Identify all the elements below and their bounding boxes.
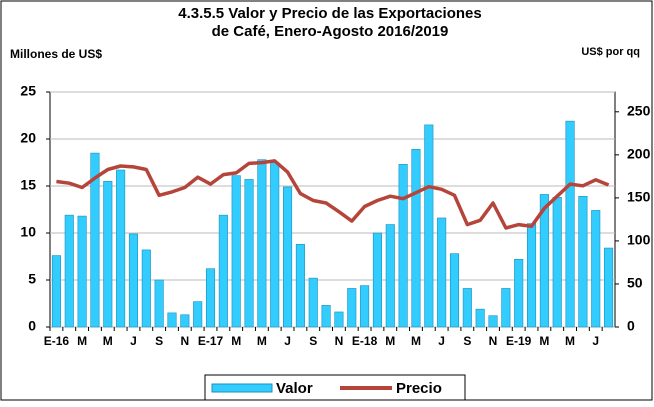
y2-tick-label: 250 xyxy=(627,103,651,119)
y2-tick-label: 200 xyxy=(627,146,651,162)
x-tick-label: M xyxy=(231,334,241,348)
y-tick-label: 5 xyxy=(28,271,36,287)
bar xyxy=(295,243,305,328)
bar xyxy=(398,164,408,328)
x-tick-label: M xyxy=(539,334,549,348)
bar xyxy=(514,259,524,328)
bar xyxy=(167,312,177,328)
bar xyxy=(308,277,318,328)
bar xyxy=(116,169,126,328)
bar xyxy=(360,285,370,328)
bar xyxy=(347,288,357,328)
bar xyxy=(283,186,293,328)
bar xyxy=(578,196,588,328)
bar xyxy=(231,175,241,328)
bar xyxy=(270,162,280,328)
x-tick-label: E-18 xyxy=(352,334,378,348)
bar xyxy=(103,181,113,328)
x-tick-label: J xyxy=(284,334,291,348)
x-tick-label: S xyxy=(309,334,317,348)
bar xyxy=(334,311,344,328)
y2-axis-label: US$ por qq xyxy=(581,46,640,58)
x-tick-label: N xyxy=(335,334,344,348)
legend-label: Precio xyxy=(396,380,442,397)
bar xyxy=(51,255,61,328)
x-tick-label: J xyxy=(438,334,445,348)
y-axis-label: Millones de US$ xyxy=(10,47,102,61)
bar xyxy=(77,215,87,328)
bar xyxy=(321,305,331,328)
x-tick-label: M xyxy=(77,334,87,348)
bar xyxy=(90,152,100,328)
price-line xyxy=(56,159,610,230)
x-tick-label: N xyxy=(489,334,498,348)
y2-tick-label: 0 xyxy=(627,318,635,334)
y-tick-label: 10 xyxy=(20,224,36,240)
x-tick-label: N xyxy=(180,334,189,348)
bar xyxy=(539,194,549,328)
bar xyxy=(604,247,614,328)
bar xyxy=(591,210,601,328)
bar xyxy=(565,120,575,328)
chart-subtitle: de Café, Enero-Agosto 2016/2019 xyxy=(212,23,449,40)
x-tick-label: S xyxy=(155,334,163,348)
bar xyxy=(154,279,164,328)
y2-tick-label: 50 xyxy=(627,275,643,291)
bar xyxy=(180,314,190,328)
bar xyxy=(385,224,395,328)
bar xyxy=(437,217,447,328)
bar xyxy=(64,214,74,328)
y-tick-label: 0 xyxy=(28,318,36,334)
y2-tick-label: 100 xyxy=(627,232,651,248)
x-tick-label: E-16 xyxy=(44,334,70,348)
bar xyxy=(424,124,434,328)
x-tick-label: S xyxy=(463,334,471,348)
y-tick-label: 20 xyxy=(20,130,36,146)
x-tick-label: E-17 xyxy=(198,334,224,348)
bar xyxy=(411,149,421,328)
bar xyxy=(372,232,382,328)
bar xyxy=(488,315,498,328)
x-tick-label: M xyxy=(411,334,421,348)
y-tick-label: 25 xyxy=(20,83,36,99)
x-tick-label: E-19 xyxy=(506,334,532,348)
bar xyxy=(218,214,228,328)
bar xyxy=(462,288,472,328)
bar xyxy=(244,179,254,328)
legend-label: Valor xyxy=(276,380,313,397)
bar xyxy=(526,223,537,328)
y2-tick-label: 150 xyxy=(627,189,651,205)
y-tick-label: 15 xyxy=(20,177,36,193)
x-tick-label: M xyxy=(565,334,575,348)
chart-title: 4.3.5.5 Valor y Precio de las Exportacio… xyxy=(178,5,482,22)
bar xyxy=(501,288,511,328)
x-tick-label: J xyxy=(592,334,599,348)
bar xyxy=(475,308,485,328)
bar xyxy=(193,301,203,328)
bar xyxy=(205,268,216,328)
bar xyxy=(257,159,267,328)
bar xyxy=(128,233,139,328)
bar xyxy=(141,249,151,328)
legend-swatch xyxy=(211,383,273,393)
x-tick-label: M xyxy=(257,334,267,348)
bar xyxy=(552,196,562,328)
x-tick-label: M xyxy=(103,334,113,348)
x-tick-label: M xyxy=(385,334,395,348)
x-tick-label: J xyxy=(130,334,137,348)
bar xyxy=(449,253,460,328)
